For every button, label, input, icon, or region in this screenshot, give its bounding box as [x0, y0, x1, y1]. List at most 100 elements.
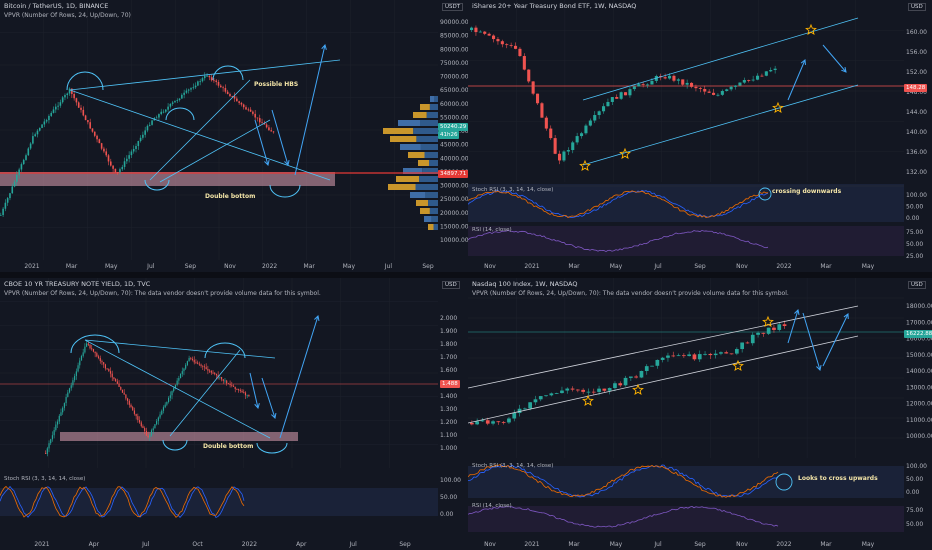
- btc-candle: [100, 143, 103, 149]
- btc-price-tick: 60000.00: [440, 101, 468, 108]
- btc-candle: [224, 88, 227, 92]
- ndx-time-tick: 2022: [776, 541, 791, 548]
- tlt-candle: [522, 56, 526, 70]
- ndx-candle: [735, 349, 739, 354]
- btc-price-tick: 25000.00: [440, 196, 468, 203]
- ndx-stoch-k: [468, 464, 779, 498]
- ndx-time-tick: Nov: [736, 541, 748, 548]
- ndx-candle: [666, 355, 670, 358]
- tnx-candle: [137, 416, 139, 421]
- tnx-candle: [210, 370, 212, 373]
- btc-price-axis[interactable]: 90000.00 85000.00 80000.00 75000.00 70000.00…: [438, 0, 468, 272]
- btc-chart-canvas[interactable]: 2021 Mar May Jul Sep Nov 2022 Mar May Jul Sep: [0, 0, 438, 272]
- tlt-candle: [496, 39, 500, 42]
- ndx-price-axis[interactable]: 18000.00 17000.00 16000.00 15000.00 14000.00…: [904, 278, 932, 550]
- tlt-candle: [681, 79, 685, 85]
- tnx-candle: [127, 398, 129, 401]
- ndx-candle: [496, 421, 501, 423]
- tnx-stoch-tick: 50.00: [440, 494, 457, 501]
- ndx-cross-annotation: Looks to cross upwards: [798, 475, 878, 482]
- tlt-star: [772, 101, 784, 114]
- tnx-stoch-label[interactable]: Stoch RSI (3, 3, 14, 14, close): [4, 476, 86, 482]
- tnx-time-tick: Jul: [349, 541, 358, 548]
- btc-candle: [210, 77, 213, 81]
- tnx-candle: [116, 381, 118, 384]
- ndx-stoch-label[interactable]: Stoch RSI (3, 3, 14, 14, close): [472, 463, 554, 469]
- btc-price-tick: 90000.00: [440, 19, 468, 26]
- tlt-time-tick: Mar: [568, 263, 580, 270]
- btc-chart-pane[interactable]: 2021 Mar May Jul Sep Nov 2022 Mar May Jul Sep Bitc…: [0, 0, 438, 272]
- tlt-candle: [487, 33, 491, 36]
- tnx-candle: [231, 385, 233, 386]
- tnx-chart-canvas[interactable]: 2021 Apr Jul Oct 2022 Apr Jul Sep: [0, 278, 438, 550]
- btc-hbs-annotation: Possible HBS: [254, 81, 299, 88]
- tlt-stoch-label[interactable]: Stoch RSI (3, 3, 14, 14, close): [472, 187, 554, 193]
- ndx-symbol-title[interactable]: Nasdaq 100 Index, 1W, NASDAQ: [472, 280, 578, 288]
- ndx-star: [762, 315, 774, 328]
- btc-candle: [29, 143, 32, 149]
- btc-price-tick: 80000.00: [440, 46, 468, 53]
- tlt-price-tick: 136.00: [906, 149, 927, 156]
- tnx-currency-badge: USD: [442, 281, 460, 289]
- ndx-chart-canvas[interactable]: Nov 2021 Mar May Jul Sep Nov 2022 Mar May: [468, 278, 904, 550]
- tlt-candle: [650, 80, 654, 85]
- tlt-candle: [549, 128, 553, 139]
- vpvr-bar: [396, 176, 420, 182]
- tlt-chart-canvas[interactable]: Nov 2021 Mar May Jul Sep Nov 2022 Mar May: [468, 0, 904, 272]
- tlt-candle: [716, 94, 720, 96]
- btc-candle: [59, 102, 62, 106]
- tlt-rsi-label[interactable]: RSI (14, close): [472, 227, 512, 233]
- tnx-price-axis[interactable]: 2.0001.9001.8001.7001.6001.5001.4001.300…: [438, 278, 468, 550]
- ndx-candle: [697, 354, 702, 360]
- btc-time-tick: 2021: [24, 263, 39, 270]
- btc-candle: [160, 111, 163, 115]
- btc-symbol-title[interactable]: Bitcoin / TetherUS, 1D, BINANCE: [4, 2, 109, 10]
- tlt-chart-pane[interactable]: Nov 2021 Mar May Jul Sep Nov 2022 Mar May iShares…: [468, 0, 904, 272]
- ndx-rsi-label[interactable]: RSI (14, close): [472, 503, 512, 509]
- ndx-candle: [650, 365, 654, 367]
- btc-candle: [167, 106, 169, 110]
- tlt-time-tick: Nov: [484, 263, 496, 270]
- btc-price-tick: 20000.00: [440, 210, 468, 217]
- tnx-vpvr-label[interactable]: VPVR (Number Of Rows, 24, Up/Down, 70): …: [4, 290, 321, 297]
- ndx-chart-pane[interactable]: Nov 2021 Mar May Jul Sep Nov 2022 Mar May Nasdaq …: [468, 278, 904, 550]
- btc-candle: [199, 81, 201, 83]
- tlt-price-tick: 152.00: [906, 69, 927, 76]
- tnx-candle: [121, 389, 124, 393]
- btc-candle: [32, 136, 34, 144]
- tlt-candle: [747, 80, 751, 81]
- tnx-candle: [154, 424, 156, 429]
- tlt-symbol-title[interactable]: iShares 20+ Year Treasury Bond ETF, 1W, …: [472, 2, 637, 10]
- tnx-candle: [185, 364, 187, 369]
- tlt-price-axis[interactable]: 160.00 156.00 152.00 148.00 144.00 140.00 136.…: [904, 0, 932, 272]
- tlt-candle: [738, 82, 742, 86]
- ndx-price-tick: 18000.00: [906, 303, 932, 310]
- tlt-arrow-head: [841, 67, 847, 73]
- btc-candle: [105, 151, 108, 156]
- tlt-candle: [562, 151, 566, 161]
- vpvr-bar: [416, 136, 438, 142]
- tnx-price-tick: 2.000: [440, 315, 457, 322]
- tnx-symbol-title[interactable]: CBOE 10 YR TREASURY NOTE YIELD, 1D, TVC: [4, 280, 151, 288]
- tlt-candle: [734, 85, 738, 87]
- tnx-candle: [145, 430, 147, 436]
- tlt-candle: [725, 89, 729, 92]
- btc-candle: [84, 115, 87, 121]
- vpvr-bar: [429, 160, 438, 166]
- ndx-candle: [613, 383, 617, 389]
- tnx-candle: [77, 365, 79, 372]
- ndx-vpvr-label[interactable]: VPVR (Number Of Rows, 24, Up/Down, 70): …: [472, 290, 789, 297]
- tnx-chart-pane[interactable]: 2021 Apr Jul Oct 2022 Apr Jul Sep CBOE 10 YR TR…: [0, 278, 438, 550]
- btc-candle: [114, 168, 117, 173]
- ndx-candle: [533, 399, 538, 403]
- btc-vpvr-label[interactable]: VPVR (Number Of Rows, 24, Up/Down, 70): [4, 12, 131, 19]
- btc-candle: [11, 186, 14, 194]
- vpvr-bar: [420, 104, 430, 110]
- ndx-candle: [708, 353, 713, 356]
- btc-candle: [249, 109, 252, 112]
- btc-candle: [265, 124, 268, 128]
- tlt-candle: [646, 84, 650, 86]
- tlt-candle: [553, 138, 557, 154]
- ndx-candle: [597, 388, 601, 392]
- btc-candle: [142, 134, 144, 138]
